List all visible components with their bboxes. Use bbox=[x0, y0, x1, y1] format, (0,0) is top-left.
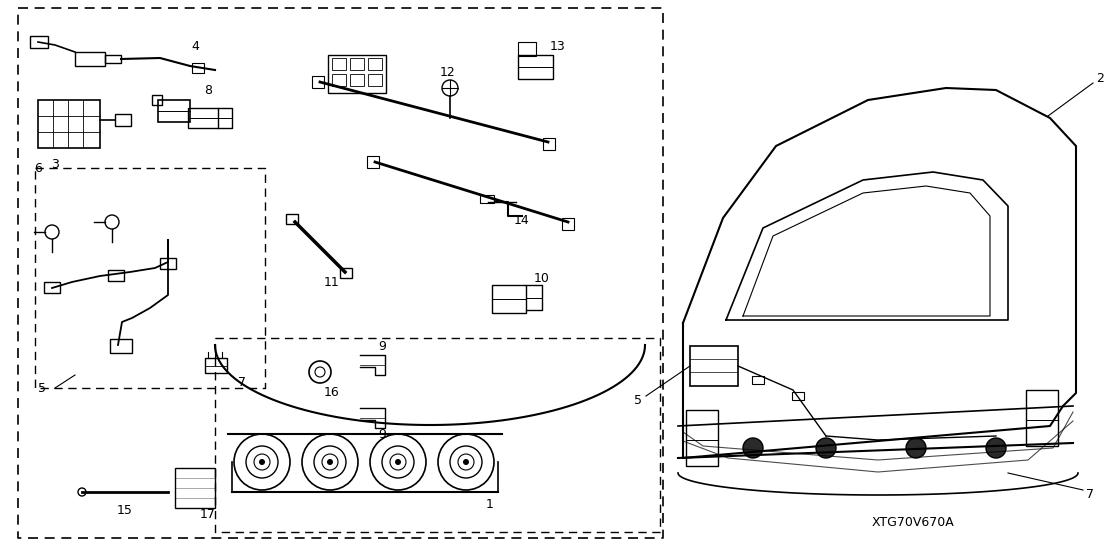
Bar bbox=[686, 410, 718, 466]
Text: 7: 7 bbox=[238, 375, 246, 389]
Circle shape bbox=[743, 438, 763, 458]
Circle shape bbox=[394, 459, 401, 465]
Text: 6: 6 bbox=[34, 161, 42, 175]
Bar bbox=[286, 214, 298, 224]
Text: 12: 12 bbox=[440, 66, 455, 80]
Circle shape bbox=[327, 459, 334, 465]
Bar bbox=[205, 358, 227, 373]
Bar bbox=[38, 100, 100, 148]
Text: 15: 15 bbox=[117, 503, 133, 517]
Text: 17: 17 bbox=[201, 509, 216, 521]
Bar bbox=[340, 268, 352, 278]
Bar bbox=[690, 346, 738, 386]
Text: 9: 9 bbox=[378, 340, 386, 352]
Bar bbox=[175, 468, 215, 508]
Bar bbox=[519, 42, 536, 56]
Text: 9: 9 bbox=[378, 429, 386, 441]
Text: 16: 16 bbox=[325, 385, 340, 399]
Bar bbox=[368, 74, 382, 86]
Text: 14: 14 bbox=[514, 213, 530, 227]
Bar bbox=[152, 95, 162, 105]
Circle shape bbox=[906, 438, 926, 458]
Text: 5: 5 bbox=[38, 382, 47, 394]
Text: 1: 1 bbox=[486, 498, 494, 512]
Circle shape bbox=[815, 438, 837, 458]
Bar bbox=[752, 376, 765, 384]
Text: 8: 8 bbox=[204, 84, 212, 97]
Bar bbox=[44, 282, 60, 293]
Bar bbox=[367, 156, 379, 168]
Bar bbox=[115, 114, 131, 126]
Text: 11: 11 bbox=[325, 275, 340, 289]
Bar bbox=[160, 258, 176, 269]
Bar bbox=[792, 392, 804, 400]
Bar bbox=[158, 100, 189, 122]
Bar bbox=[562, 218, 574, 230]
Bar bbox=[543, 138, 555, 150]
Bar bbox=[110, 339, 132, 353]
Bar bbox=[492, 285, 526, 313]
Text: XTG70V670A: XTG70V670A bbox=[872, 515, 955, 529]
Circle shape bbox=[986, 438, 1006, 458]
Bar bbox=[480, 195, 494, 203]
Bar bbox=[192, 63, 204, 73]
Text: 4: 4 bbox=[191, 39, 199, 53]
Bar bbox=[1026, 390, 1058, 446]
Text: 3: 3 bbox=[51, 159, 59, 171]
Bar bbox=[107, 270, 124, 281]
Circle shape bbox=[463, 459, 469, 465]
Bar bbox=[332, 74, 346, 86]
Bar bbox=[368, 58, 382, 70]
Bar bbox=[328, 55, 386, 93]
Bar bbox=[188, 108, 218, 128]
Bar bbox=[105, 55, 121, 63]
Circle shape bbox=[259, 459, 265, 465]
Text: 5: 5 bbox=[634, 394, 642, 406]
Text: 10: 10 bbox=[534, 272, 550, 284]
Bar bbox=[519, 55, 553, 79]
Bar bbox=[350, 74, 365, 86]
Bar bbox=[332, 58, 346, 70]
Bar bbox=[350, 58, 365, 70]
Bar bbox=[30, 36, 48, 48]
Text: 7: 7 bbox=[1086, 488, 1094, 500]
Text: 13: 13 bbox=[551, 39, 566, 53]
Bar bbox=[75, 52, 105, 66]
Bar bbox=[312, 76, 324, 88]
Text: 2: 2 bbox=[1096, 71, 1104, 85]
